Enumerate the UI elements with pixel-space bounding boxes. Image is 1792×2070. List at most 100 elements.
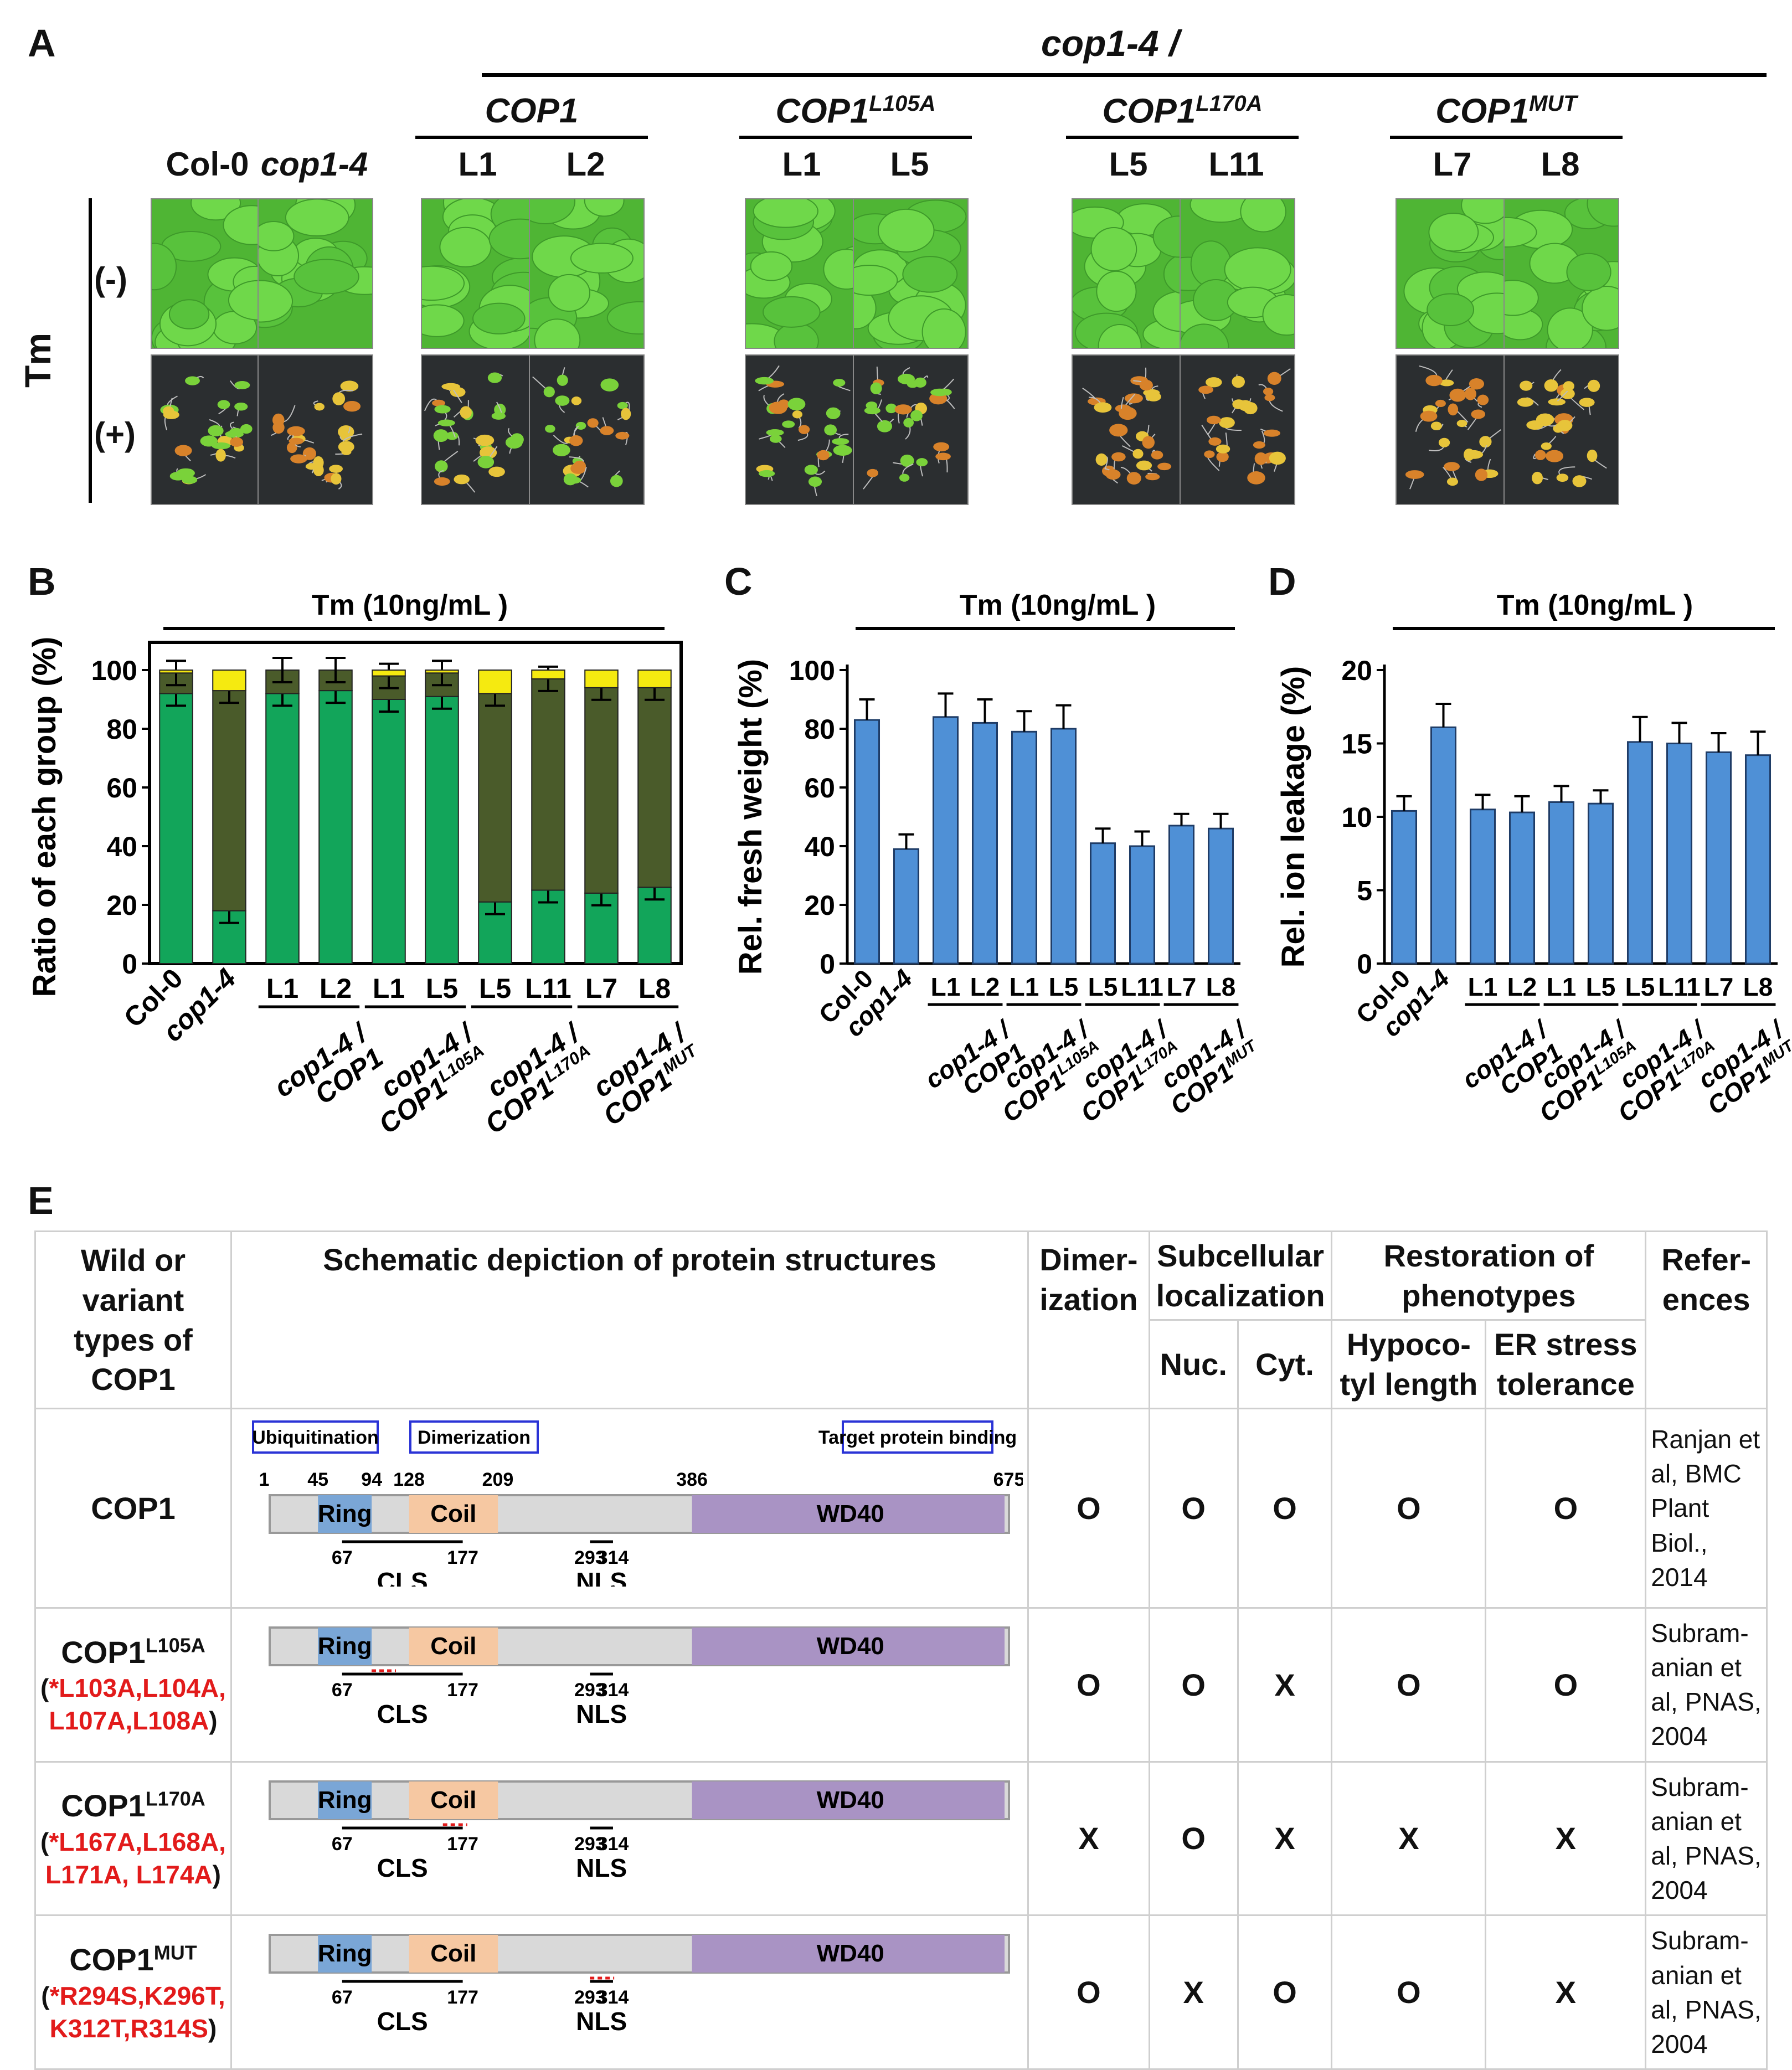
y-tick-label: 0 (820, 949, 835, 980)
domain-function-label: Dimerization (418, 1427, 531, 1448)
dimerization-mark: O (1027, 1914, 1150, 2070)
dimerization-mark: O (1027, 1408, 1150, 1609)
panel-a-column-5: L5 (890, 146, 929, 183)
domain-function-box (251, 1420, 379, 1454)
nls-start: 293 (574, 1987, 606, 2008)
photo-minus-3 (529, 198, 645, 349)
panel-a-group-line-3 (1390, 136, 1623, 139)
bar-segment (584, 670, 619, 688)
photo-minus-1 (258, 198, 373, 349)
seedlings-healthy (746, 199, 859, 348)
variant-cell: COP1MUT (*R294S,K296T, K312T,R314S) (34, 1914, 232, 2070)
bar-segment (531, 670, 565, 679)
panel-d-label: D (1268, 560, 1296, 603)
schematic-cell: Ring Coil WD40 67 177 293 314 CLS NLS (230, 1760, 1029, 1917)
bar-segment (159, 670, 193, 674)
bar-segment (425, 696, 459, 964)
ring-domain (318, 1935, 372, 1973)
photo-plus-9 (1503, 354, 1619, 505)
panel-a-column-1: cop1-4 (260, 146, 368, 183)
y-tick-label: 0 (1357, 949, 1372, 980)
cls-label: CLS (377, 2007, 428, 2036)
x-tick-label: L5 (1586, 972, 1616, 1001)
header-references: Refer- ences (1645, 1230, 1768, 1409)
nls-end: 314 (598, 1547, 629, 1568)
chart-title: Tm (10ng/mL ) (1497, 589, 1693, 621)
panel-a-column-2: L1 (458, 146, 497, 183)
cls-label: CLS (377, 1853, 428, 1882)
cytoplasmic-mark: O (1237, 1408, 1333, 1609)
panel-a-group-line-0 (415, 136, 648, 139)
x-tick-label: L8 (1743, 972, 1773, 1001)
seedlings-healthy (422, 199, 535, 348)
mutation-list: (*L103A,L104A, L107A,L108A) (40, 1673, 226, 1736)
bar-segment (478, 693, 512, 903)
cls-start: 67 (332, 1680, 353, 1701)
panel-e-label: E (28, 1179, 54, 1222)
schematic-cell: Ubiquitination Dimerization Target protein… (230, 1408, 1029, 1609)
y-tick-label: 15 (1341, 729, 1372, 760)
nls-label: NLS (576, 2007, 627, 2036)
x-tick-label: L5 (1625, 972, 1655, 1001)
panel-a-header-line (482, 73, 1767, 77)
nls-start: 293 (574, 1680, 606, 1701)
coil-domain (409, 1781, 498, 1819)
photo-minus-8 (1396, 198, 1511, 349)
bar-segment (531, 678, 565, 891)
variant-base: COP1 (61, 1788, 146, 1824)
y-tick-label: 80 (106, 714, 137, 745)
photo-plus-0 (151, 354, 266, 505)
photo-plus-3 (529, 354, 645, 505)
nls-start: 293 (574, 1547, 606, 1568)
photo-plus-6 (1072, 354, 1187, 505)
panel-a-group-1: COP1L105A (739, 91, 972, 131)
panel-a-group-3: COP1MUT (1390, 91, 1623, 131)
photo-minus-9 (1503, 198, 1619, 349)
er-stress-mark: X (1485, 1760, 1647, 1917)
y-axis-label: Ratio of each group (%) (27, 637, 63, 997)
seedlings-stressed (1198, 368, 1291, 485)
ring-domain (318, 1495, 372, 1533)
variant-cell: COP1L105A (*L103A,L104A, L107A,L108A) (34, 1607, 232, 1763)
chart-c: Tm (10ng/mL ) Rel. fresh weight (%) 0 20 40 6… (733, 589, 1261, 1128)
bar (1666, 743, 1693, 965)
position-label: 94 (361, 1469, 382, 1490)
photo-minus-6 (1072, 198, 1187, 349)
panel-a-column-8: L7 (1433, 146, 1472, 183)
coil-domain (409, 1628, 498, 1665)
header-schematic: Schematic depiction of protein structure… (230, 1230, 1029, 1409)
y-tick-label: 80 (804, 714, 835, 745)
x-tick-label: L1 (1010, 972, 1039, 1001)
wd40-domain (692, 1628, 1005, 1665)
cls-start: 67 (332, 1987, 353, 2008)
y-tick-label: 10 (1341, 802, 1372, 833)
schematic-cell: Ring Coil WD40 67 177 293 314 CLS NLS (230, 1914, 1029, 2070)
reference: Subram- anian et al, PNAS, 2004 (1645, 1914, 1768, 2070)
coil-label: Coil (430, 1786, 476, 1814)
header-hypocotyl: Hypoco- tyl length (1331, 1319, 1487, 1409)
seedlings-stressed (271, 380, 363, 490)
group-superscript: MUT (1529, 91, 1577, 116)
er-stress-mark: O (1485, 1408, 1647, 1609)
seedlings-stressed (424, 372, 524, 493)
wd40-label: WD40 (817, 1500, 884, 1527)
variant-superscript: L170A (145, 1787, 205, 1810)
photo-minus-5 (853, 198, 969, 349)
nuclear-mark: O (1148, 1607, 1239, 1763)
variant-name: COP1L170A (40, 1786, 226, 1826)
x-tick-label: L11 (1121, 972, 1163, 1001)
x-tick-label: L2 (970, 972, 1000, 1001)
variant-base: COP1 (91, 1490, 176, 1526)
nls-end: 314 (598, 1680, 629, 1701)
variant-base: COP1 (69, 1942, 154, 1977)
panel-a-group-line-1 (739, 136, 972, 139)
seedlings-stressed (1405, 365, 1501, 490)
hypocotyl-mark: X (1331, 1760, 1487, 1917)
bar-segment (159, 693, 193, 964)
coil-label: Coil (430, 1940, 476, 1967)
nls-start: 293 (574, 1834, 606, 1855)
x-tick-label: L1 (1547, 972, 1577, 1001)
photo-plus-5 (853, 354, 969, 505)
seedlings-healthy (152, 199, 265, 348)
